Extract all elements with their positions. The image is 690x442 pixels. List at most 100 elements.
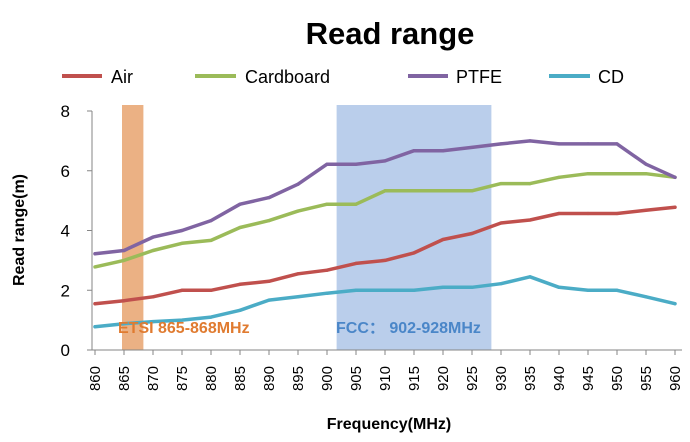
y-tick-label: 0 (61, 341, 70, 360)
data-point-ptfe (412, 149, 416, 153)
band-labels: ETSI 865-868MHz FCC： 902-928MHz (118, 320, 481, 337)
data-point-cd (615, 288, 619, 292)
data-point-cd (93, 325, 97, 329)
data-point-air (586, 211, 590, 216)
y-ticks: 0 2 4 6 8 (61, 102, 92, 360)
data-point-cardboard (528, 181, 532, 186)
data-point-cardboard (470, 189, 474, 193)
x-tick-label: 880 (203, 366, 220, 391)
x-tick-label: 915 (406, 366, 423, 391)
data-point-ptfe (441, 149, 445, 153)
x-tick-label: 960 (667, 366, 684, 391)
data-point-air (644, 208, 648, 212)
data-point-cardboard (354, 202, 358, 206)
data-point-cd (238, 308, 242, 312)
data-point-air (238, 282, 242, 286)
y-tick-label: 6 (61, 162, 70, 181)
data-point-cardboard (93, 265, 97, 269)
data-point-cardboard (325, 202, 329, 206)
y-tick-label: 2 (61, 281, 70, 300)
data-point-cd (499, 282, 503, 286)
data-point-ptfe (238, 202, 242, 206)
data-point-cardboard (644, 172, 648, 176)
data-point-cd (470, 285, 474, 289)
x-tick-label: 895 (290, 366, 307, 391)
data-point-cardboard (151, 248, 155, 253)
data-point-ptfe (325, 162, 329, 166)
data-point-ptfe (122, 248, 126, 253)
x-tick-label: 890 (261, 366, 278, 391)
x-tick-label: 905 (348, 366, 365, 391)
frequency-bands (122, 105, 492, 350)
data-point-air (528, 218, 532, 222)
data-point-ptfe (470, 145, 474, 150)
y-tick-label: 4 (61, 222, 70, 241)
x-tick-label: 920 (435, 366, 452, 391)
data-point-ptfe (528, 139, 532, 143)
legend-label-cardboard: Cardboard (245, 67, 330, 87)
data-point-air (325, 268, 329, 272)
data-point-cd (528, 275, 532, 279)
data-point-cardboard (296, 209, 300, 213)
band-label-0: ETSI 865-868MHz (118, 320, 250, 337)
data-point-ptfe (557, 142, 561, 146)
data-point-ptfe (296, 182, 300, 186)
data-point-air (209, 288, 213, 292)
data-point-cardboard (412, 189, 416, 193)
data-point-cardboard (441, 189, 445, 193)
data-point-ptfe (673, 175, 677, 179)
data-point-cd (441, 285, 445, 289)
data-point-ptfe (151, 235, 155, 239)
x-tick-label: 935 (522, 366, 539, 391)
band-0 (122, 105, 144, 350)
data-point-cd (644, 295, 648, 299)
data-point-cardboard (586, 172, 590, 176)
data-point-ptfe (383, 159, 387, 163)
data-point-cd (180, 318, 184, 322)
x-tick-label: 860 (87, 366, 104, 391)
data-point-cd (267, 298, 271, 302)
data-point-air (296, 272, 300, 276)
x-tick-label: 865 (116, 366, 133, 391)
data-point-ptfe (267, 196, 271, 200)
data-point-cd (673, 302, 677, 306)
x-tick-label: 900 (319, 366, 336, 391)
data-point-air (557, 211, 561, 216)
x-tick-label: 910 (377, 366, 394, 391)
y-axis-label: Read range(m) (11, 174, 28, 286)
x-tick-label: 930 (493, 366, 510, 391)
x-tick-label: 870 (145, 366, 162, 391)
band-1 (336, 105, 492, 350)
x-tick-label: 885 (232, 366, 249, 391)
data-point-cd (586, 288, 590, 292)
data-point-air (673, 205, 677, 209)
data-point-air (93, 302, 97, 306)
data-point-cd (383, 288, 387, 292)
data-point-air (412, 251, 416, 255)
data-point-ptfe (180, 228, 184, 233)
data-point-air (383, 258, 387, 262)
x-tick-label: 950 (609, 366, 626, 391)
data-point-cd (296, 295, 300, 299)
x-tick-label: 925 (464, 366, 481, 391)
data-point-cardboard (499, 181, 503, 186)
band-label-1: FCC： 902-928MHz (336, 320, 481, 337)
data-point-cd (412, 288, 416, 292)
legend-label-air: Air (111, 67, 133, 87)
data-point-ptfe (499, 142, 503, 146)
data-point-cd (325, 291, 329, 295)
data-point-cardboard (383, 189, 387, 193)
legend-label-cd: CD (598, 67, 624, 87)
data-point-air (354, 261, 358, 265)
legend-label-ptfe: PTFE (456, 67, 502, 87)
data-point-cardboard (122, 258, 126, 262)
data-point-ptfe (354, 162, 358, 166)
data-point-air (151, 295, 155, 299)
data-point-air (499, 221, 503, 225)
x-tick-label: 955 (638, 366, 655, 391)
data-point-ptfe (209, 219, 213, 223)
data-point-cardboard (238, 225, 242, 230)
legend: Air Cardboard PTFE CD (62, 67, 624, 87)
x-ticks: 860 865 870 875 880 885 890 895 900 905 910 915 920 9… (87, 350, 684, 391)
